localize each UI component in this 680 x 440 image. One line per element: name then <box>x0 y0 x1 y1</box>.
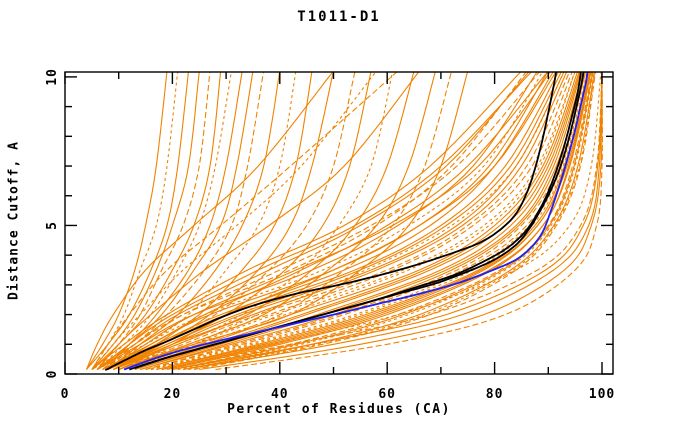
ensemble-curve <box>193 72 597 371</box>
ensemble-curve <box>177 72 594 371</box>
reference-black-1-curve <box>104 72 558 371</box>
ensemble-curve <box>145 72 602 371</box>
chart-title: T1011-D1 <box>297 9 381 25</box>
ensemble-curve <box>96 72 254 370</box>
ensemble-curve <box>102 72 297 370</box>
ensemble-curve <box>156 72 589 371</box>
y-tick-label: 5 <box>45 221 60 230</box>
ensemble-curve <box>199 72 603 371</box>
ensemble-curve <box>145 72 587 371</box>
ensemble-curve <box>96 72 211 370</box>
ensemble-curve <box>215 72 603 371</box>
ensemble-curve <box>107 72 356 370</box>
ensemble-curve <box>140 72 586 371</box>
ensemble-curve <box>91 72 200 370</box>
ensemble-curve <box>123 72 452 371</box>
y-axis-label: Distance Cutoff, A <box>6 141 22 300</box>
x-tick-label: 80 <box>486 387 504 402</box>
ensemble-curve <box>118 72 570 371</box>
ensemble-curve <box>123 72 576 371</box>
ensemble-curve <box>86 72 168 370</box>
plot-frame <box>64 71 614 375</box>
highlight-blue-curve <box>123 72 589 371</box>
ensemble-curve <box>113 72 415 371</box>
x-tick-label: 20 <box>164 387 182 402</box>
ensemble-curve <box>183 72 603 371</box>
y-tick-label: 10 <box>45 68 60 86</box>
x-tick-label: 40 <box>271 387 289 402</box>
ensemble-curve <box>118 72 436 371</box>
ensemble-curve <box>107 72 313 370</box>
x-tick-label: 60 <box>378 387 396 402</box>
ensemble-curve <box>96 72 232 370</box>
ensemble-curve <box>161 72 603 371</box>
ensemble-curve <box>102 72 265 370</box>
ensemble-curve <box>134 72 582 371</box>
ensemble-curve <box>172 72 594 371</box>
ensemble-curve <box>107 72 281 370</box>
ensemble-curve <box>188 72 596 371</box>
ensemble-curve <box>91 72 398 370</box>
ensemble-curve <box>172 72 603 371</box>
ensemble-curve <box>113 72 549 370</box>
ensemble-curve <box>96 72 420 370</box>
y-tick-label: 0 <box>45 370 60 379</box>
x-tick-label: 0 <box>61 387 70 402</box>
ensemble-curve <box>129 72 580 371</box>
ensemble-curve <box>113 72 372 370</box>
ensemble-curve <box>85 72 334 370</box>
x-tick-label: 100 <box>589 387 615 402</box>
x-axis-label: Percent of Residues (CA) <box>227 402 451 417</box>
ensemble-curve <box>113 72 568 371</box>
ensemble-curve <box>118 72 469 371</box>
ensemble-curve <box>140 72 584 371</box>
ensemble-curve <box>161 72 592 371</box>
